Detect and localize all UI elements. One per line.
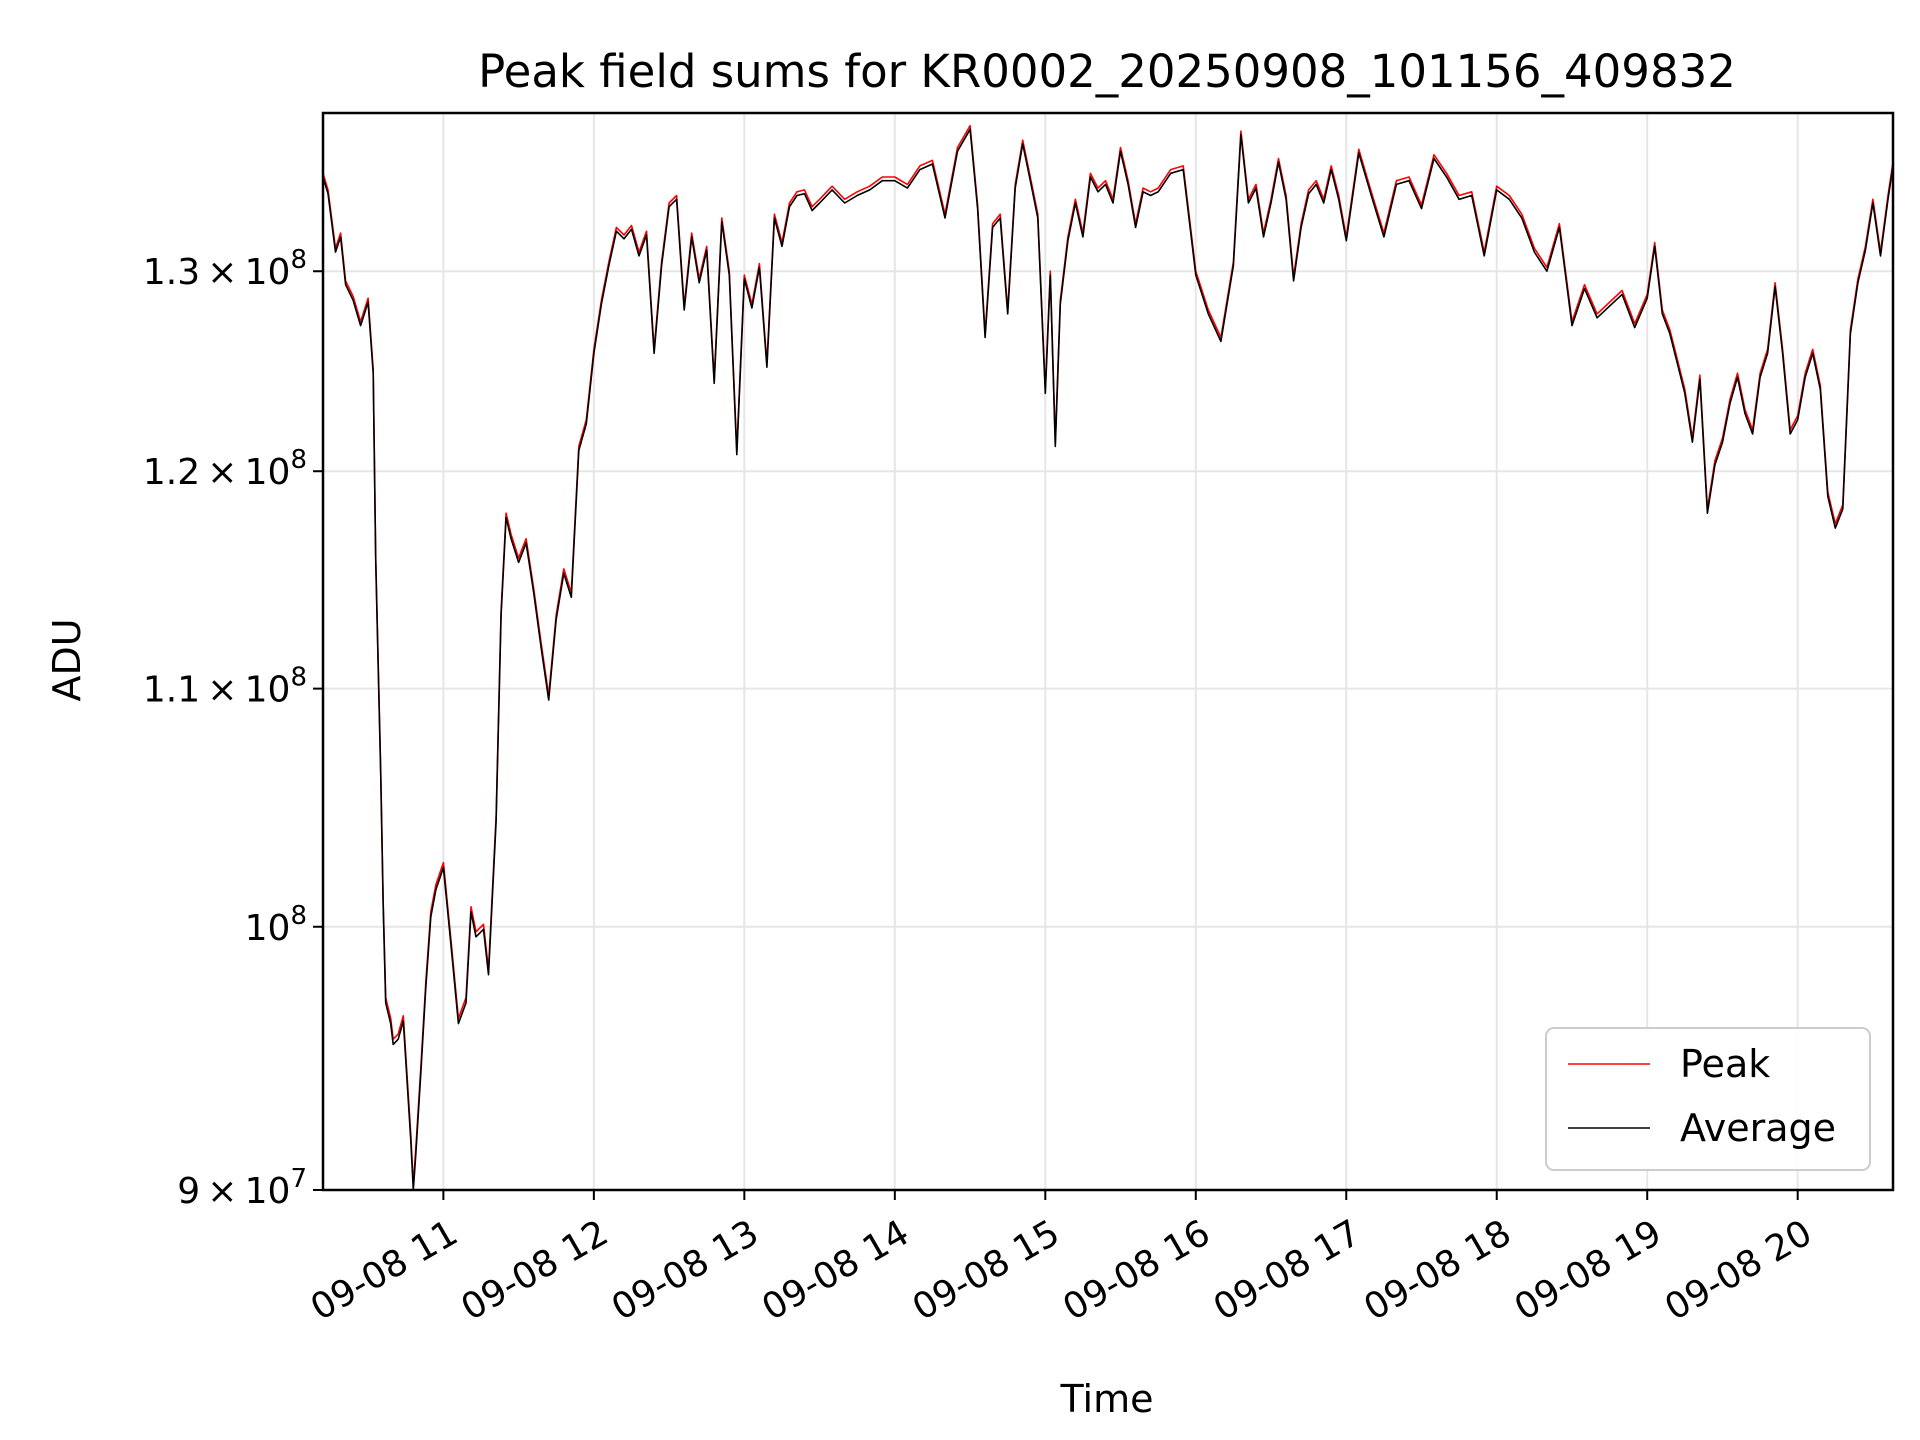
y-tick-label: 1.1 × 108 <box>143 663 307 711</box>
chart-title: Peak field sums for KR0002_20250908_1011… <box>478 45 1736 98</box>
series-layer <box>322 124 1894 1191</box>
y-tick-label: 108 <box>245 901 307 949</box>
y-tick-label: 9 × 107 <box>177 1164 307 1212</box>
legend-label-peak: Peak <box>1680 1042 1770 1086</box>
series-line-average <box>322 128 1894 1191</box>
x-axis-label: Time <box>1060 1377 1154 1421</box>
legend-label-average: Average <box>1680 1106 1836 1150</box>
plot-frame <box>321 111 1895 1192</box>
legend: Peak Average <box>1545 1027 1871 1171</box>
y-tick-label: 1.2 × 108 <box>143 445 307 493</box>
y-axis: 9 × 107 108 1.1 × 108 1.2 × 108 1.3 × 108 <box>143 245 323 1212</box>
y-axis-label: ADU <box>45 618 89 701</box>
y-tick-label: 1.3 × 108 <box>143 245 307 293</box>
